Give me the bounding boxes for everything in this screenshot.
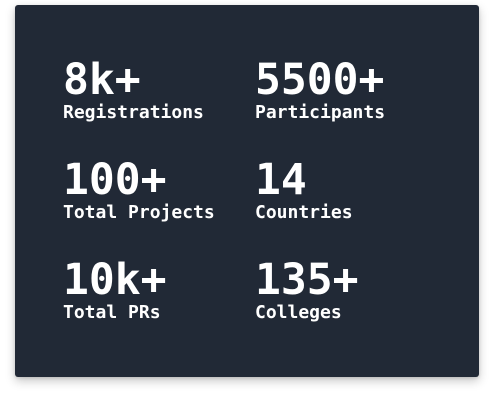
stat-value: 100+ — [63, 155, 167, 205]
stat-participants: 5500+ Participants — [255, 55, 385, 124]
stat-label: Colleges — [255, 302, 342, 323]
stat-countries: 14 Countries — [255, 155, 353, 224]
stat-label: Participants — [255, 102, 386, 123]
stat-value: 14 — [255, 155, 307, 205]
stat-label: Total Projects — [63, 202, 215, 223]
stats-card: 8k+ Registrations 5500+ Participants 100… — [15, 5, 479, 377]
stat-total-projects: 100+ Total Projects — [63, 155, 215, 224]
stat-total-prs: 10k+ Total PRs — [63, 255, 167, 324]
stat-value: 135+ — [255, 255, 359, 305]
stat-registrations: 8k+ Registrations — [63, 55, 204, 124]
stat-value: 8k+ — [63, 55, 141, 105]
stat-label: Total PRs — [63, 302, 161, 323]
stat-value: 5500+ — [255, 55, 385, 105]
stat-colleges: 135+ Colleges — [255, 255, 359, 324]
stat-value: 10k+ — [63, 255, 167, 305]
stat-label: Countries — [255, 202, 353, 223]
stat-label: Registrations — [63, 102, 204, 123]
